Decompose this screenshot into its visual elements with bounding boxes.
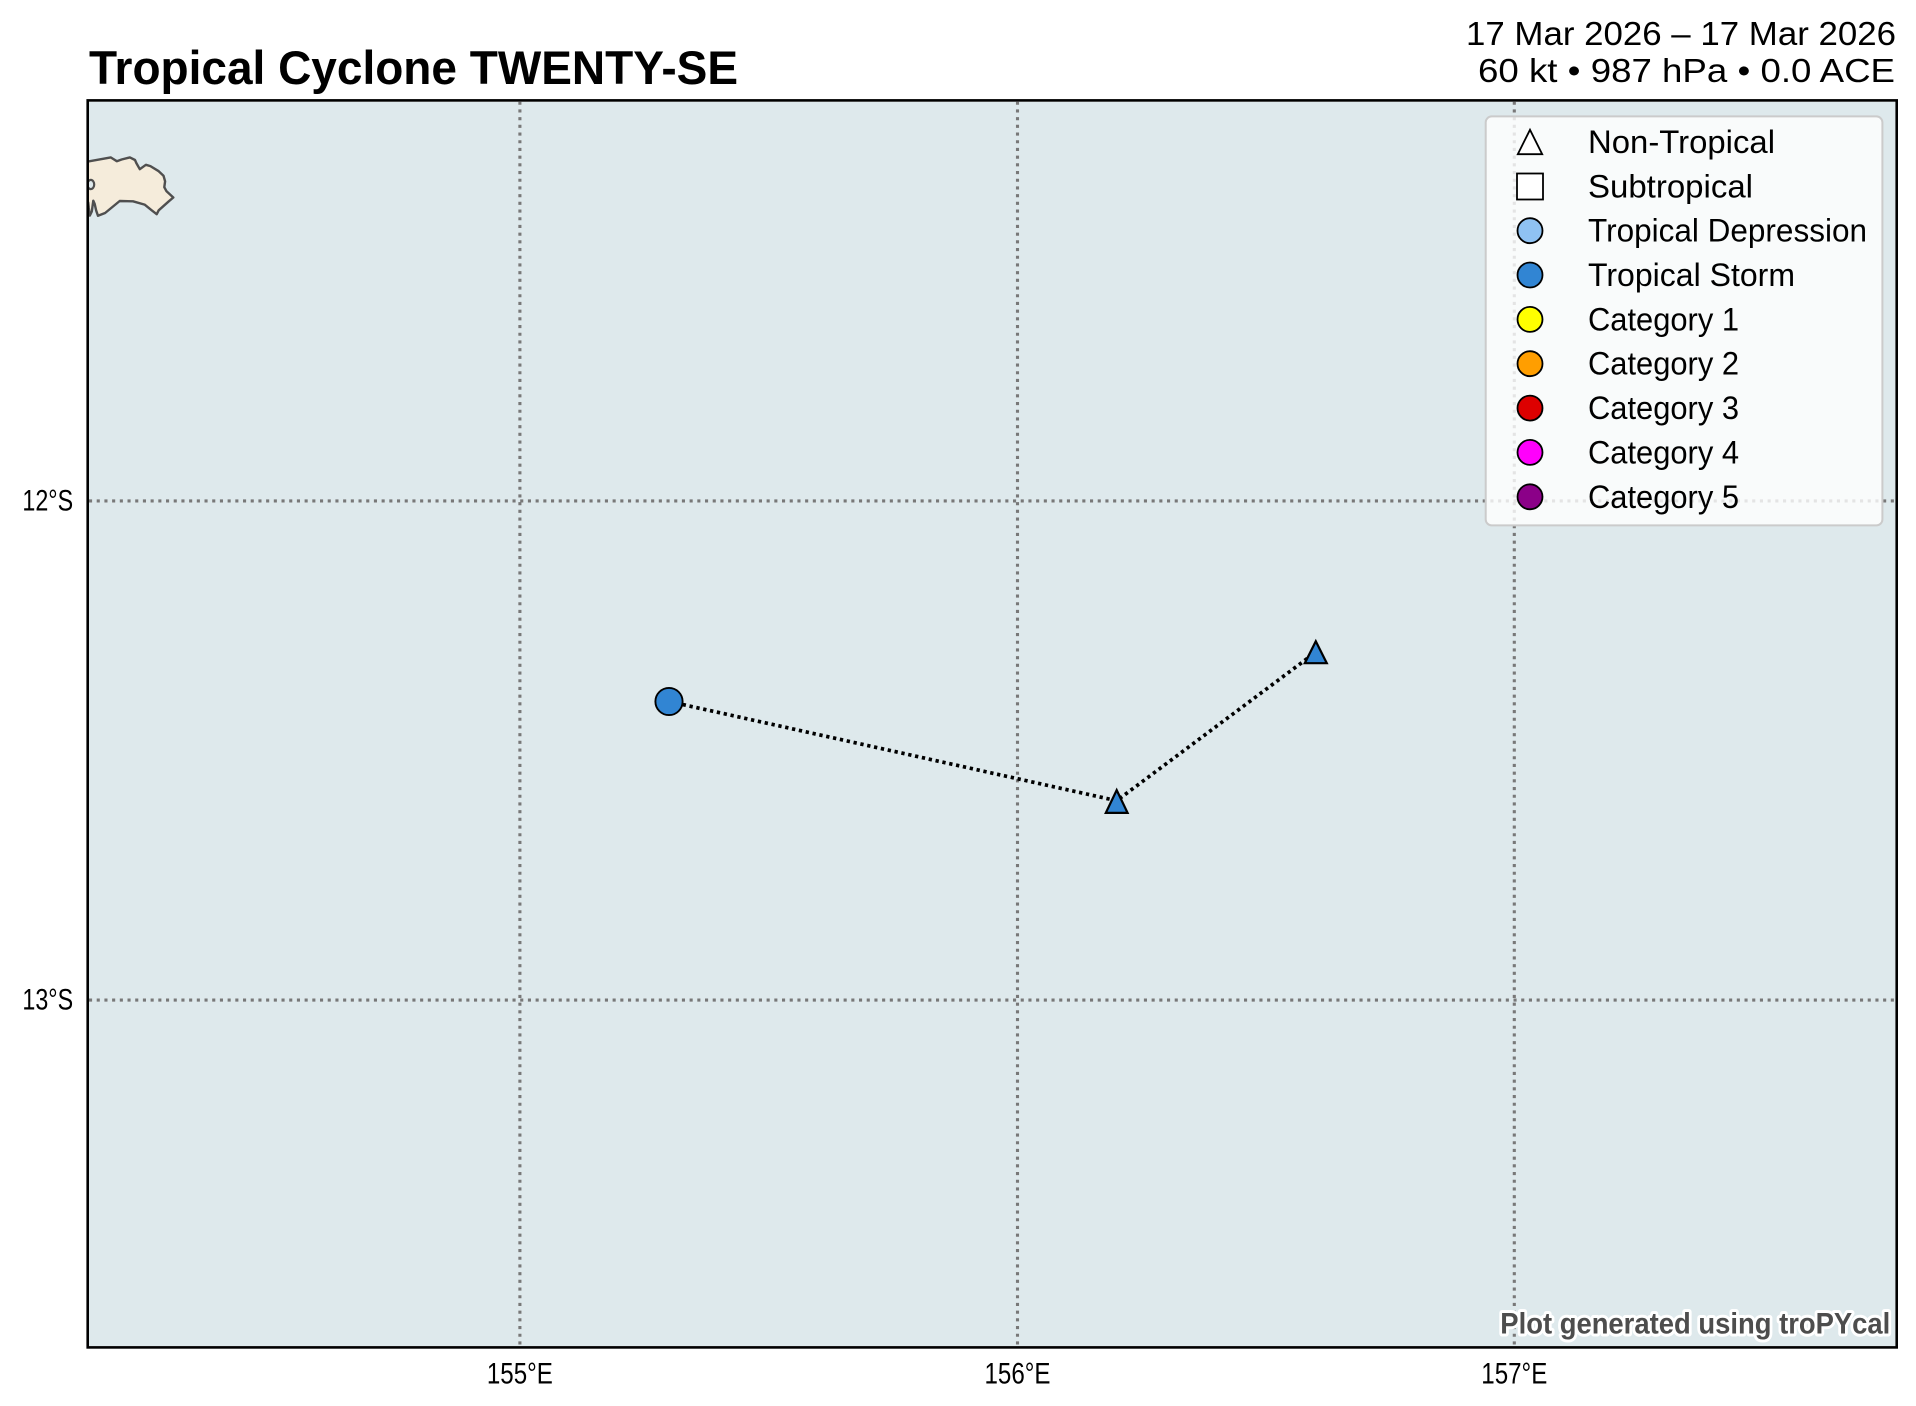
svg-text:Tropical Cyclone TWENTY-SE: Tropical Cyclone TWENTY-SE: [89, 41, 738, 94]
svg-text:Category 2: Category 2: [1588, 346, 1739, 382]
svg-text:Tropical Storm: Tropical Storm: [1588, 257, 1795, 293]
svg-text:13°S: 13°S: [22, 984, 73, 1017]
svg-text:Category 1: Category 1: [1588, 301, 1739, 337]
svg-text:155°E: 155°E: [487, 1358, 553, 1391]
svg-text:12°S: 12°S: [22, 485, 73, 518]
svg-text:156°E: 156°E: [985, 1358, 1051, 1391]
svg-text:Plot generated using troPYcal: Plot generated using troPYcal: [1500, 1308, 1890, 1341]
svg-text:Category 4: Category 4: [1588, 434, 1739, 470]
svg-text:Tropical Depression: Tropical Depression: [1588, 213, 1867, 249]
svg-text:17 Mar 2026 – 17 Mar 2026: 17 Mar 2026 – 17 Mar 2026: [1466, 16, 1896, 53]
svg-text:Category 5: Category 5: [1588, 479, 1739, 515]
svg-text:60 kt • 987 hPa • 0.0 ACE: 60 kt • 987 hPa • 0.0 ACE: [1478, 52, 1895, 89]
svg-text:Category 3: Category 3: [1588, 390, 1739, 426]
svg-text:Subtropical: Subtropical: [1588, 168, 1753, 204]
svg-text:157°E: 157°E: [1481, 1358, 1547, 1391]
svg-text:Non-Tropical: Non-Tropical: [1588, 124, 1775, 160]
